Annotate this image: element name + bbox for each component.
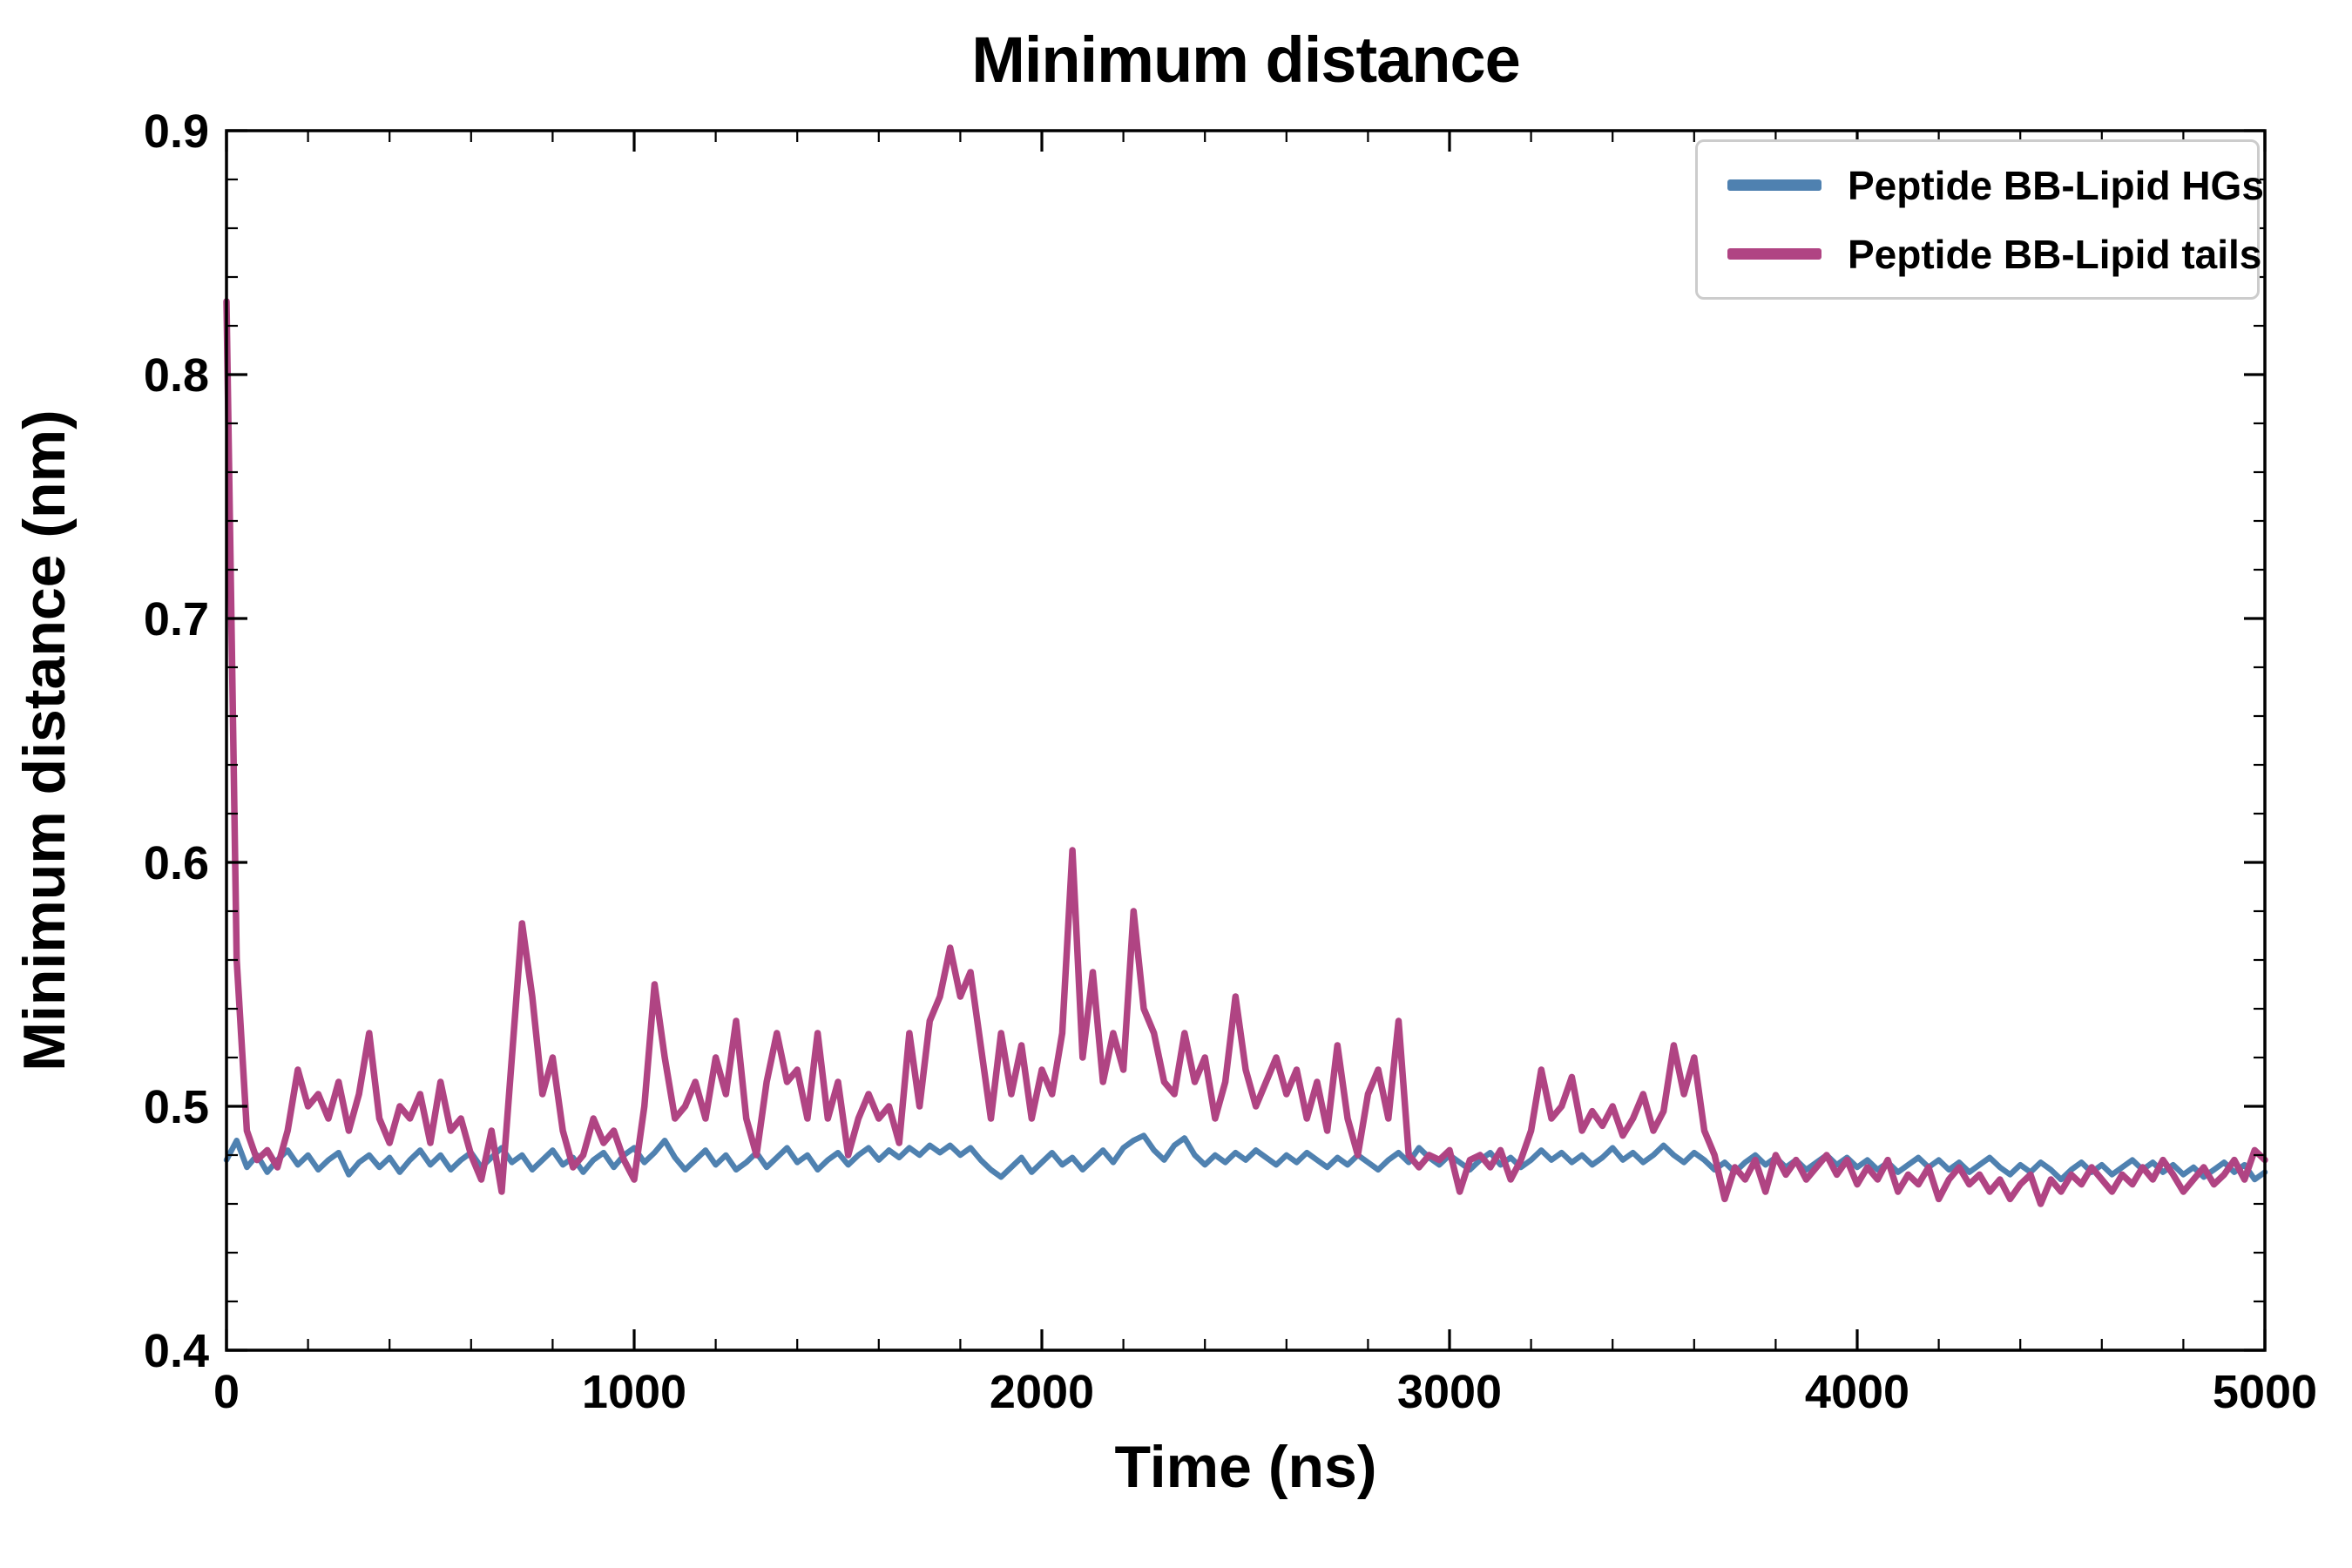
y-tick-label: 0.5: [144, 1081, 209, 1133]
y-tick-label: 0.8: [144, 349, 209, 402]
x-tick-label: 1000: [582, 1366, 686, 1418]
x-tick-label: 3000: [1397, 1366, 1502, 1418]
x-axis-label: Time (ns): [1114, 1434, 1377, 1500]
series-line: [223, 298, 2268, 1207]
series-line: [223, 1132, 2268, 1183]
legend-item-hgs: Peptide BB-Lipid HGs: [1727, 162, 2264, 209]
plot-border: [225, 129, 2267, 1352]
y-tick-label: 0.4: [144, 1325, 209, 1377]
x-tick-label: 2000: [990, 1366, 1094, 1418]
y-tick-label: 0.6: [144, 837, 209, 889]
legend-label: Peptide BB-Lipid tails: [1848, 231, 2262, 277]
legend-swatch: [1727, 248, 1821, 260]
x-tick-label: 4000: [1805, 1366, 1909, 1418]
y-tick-label: 0.7: [144, 593, 209, 645]
legend-label: Peptide BB-Lipid HGs: [1848, 162, 2264, 208]
x-tick-label: 5000: [2213, 1366, 2317, 1418]
chart-title: Minimum distance: [971, 24, 1521, 96]
y-axis-label: Minimum distance (nm): [11, 409, 78, 1071]
legend: Peptide BB-Lipid HGs Peptide BB-Lipid ta…: [1695, 139, 2264, 300]
legend-item-tails: Peptide BB-Lipid tails: [1727, 231, 2261, 278]
y-tick-label: 0.9: [144, 105, 209, 158]
legend-swatch: [1727, 179, 1821, 191]
x-tick-label: 0: [213, 1366, 240, 1418]
